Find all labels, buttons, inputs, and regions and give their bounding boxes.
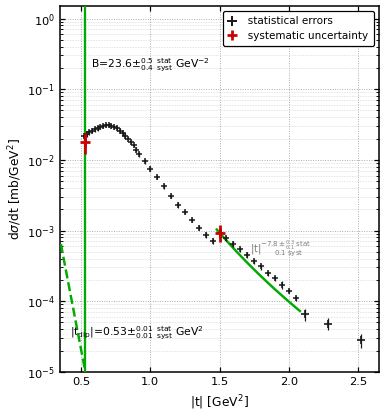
- X-axis label: |t| [GeV$^{2}$]: |t| [GeV$^{2}$]: [190, 393, 249, 412]
- Text: |t|$^{-7.8\pm^{0.3}_{0.1}\ {\rm stat}}_{\ \ \ \ \ \ 0.1\ {\rm syst}}$: |t|$^{-7.8\pm^{0.3}_{0.1}\ {\rm stat}}_{…: [250, 239, 311, 259]
- Y-axis label: d$\sigma$/dt [mb/GeV$^{2}$]: d$\sigma$/dt [mb/GeV$^{2}$]: [6, 138, 24, 240]
- Text: B=23.6$\pm^{0.5}_{0.4}$ $^{\rm stat}_{\rm syst}$ GeV$^{-2}$: B=23.6$\pm^{0.5}_{0.4}$ $^{\rm stat}_{\r…: [91, 56, 209, 74]
- Text: |t$_{\rm dip}$|=0.53$\pm^{0.01}_{0.01}$ $^{\rm stat}_{\rm syst}$ GeV$^{2}$: |t$_{\rm dip}$|=0.53$\pm^{0.01}_{0.01}$ …: [70, 325, 203, 342]
- Legend:    statistical errors,    systematic uncertainty: statistical errors, systematic uncertain…: [223, 11, 374, 46]
